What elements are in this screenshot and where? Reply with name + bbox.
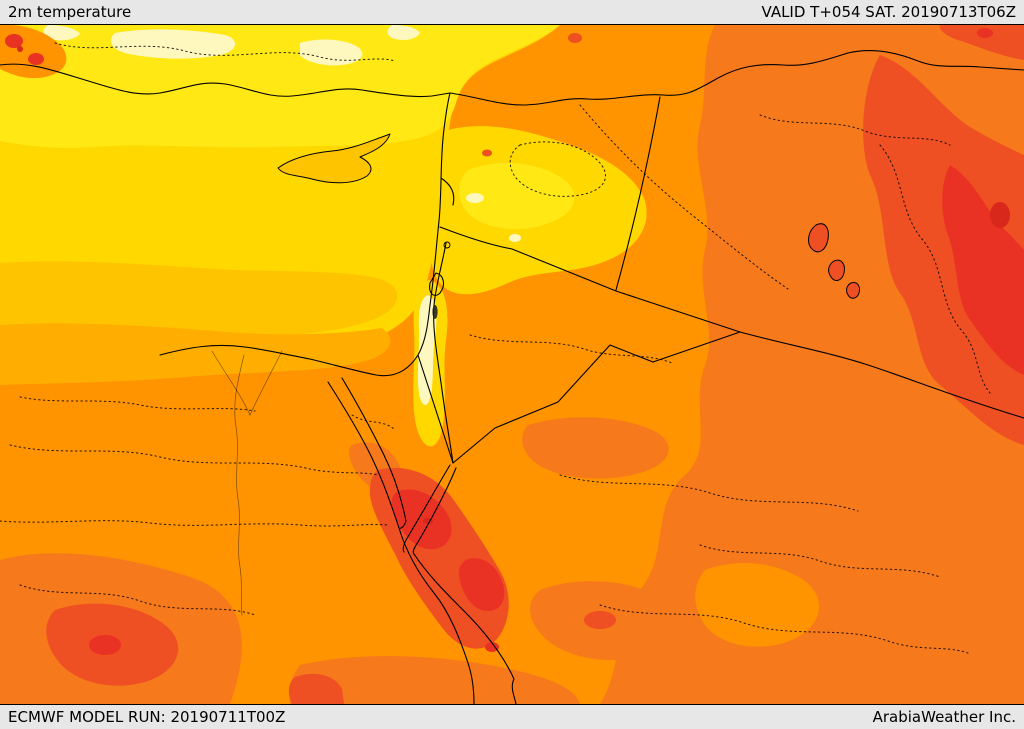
temperature-fill-layers (0, 25, 1024, 704)
sea-of-galilee (443, 241, 451, 249)
region-redsea-red-spot-small (485, 642, 499, 652)
jordan-saudi-border (452, 331, 741, 464)
valid-time-label: VALID T+054 SAT. 20190713T06Z (761, 3, 1016, 21)
jordan-iraq-border (615, 290, 741, 333)
nile-delta-branch-west (211, 350, 251, 416)
lake-habbaniyah (828, 259, 845, 281)
dotted-euphrates (579, 104, 789, 290)
region-anatolia-cream-4 (43, 25, 80, 41)
region-bottom-orange-red-spot (288, 673, 344, 704)
header-bar: 2m temperature VALID T+054 SAT. 20190713… (0, 0, 1024, 25)
region-top-right-red-spot (977, 28, 993, 38)
region-nw-anatolia-red-2 (28, 53, 44, 65)
region-anatolia-cream-1 (111, 29, 236, 59)
region-nw-anatolia-red-1 (5, 34, 23, 48)
dotted-jordan-saudi (469, 334, 673, 364)
region-nw-anatolia-dark-red (17, 46, 23, 52)
dotted-saudi-mid (559, 474, 859, 512)
region-east-dark-red-spot (990, 202, 1010, 228)
dotted-egypt-long (0, 520, 389, 527)
map-title: 2m temperature (8, 3, 132, 21)
lake-tharthar (808, 223, 829, 253)
dotted-east-iraq (879, 144, 991, 394)
region-sesaudi-orange-patch (695, 563, 820, 647)
region-syria-cream-spot-1 (466, 193, 484, 203)
redsea-saudi-coast (413, 553, 517, 704)
region-syria-cream-spot-2 (509, 234, 521, 242)
region-top-right-orange-red (939, 25, 1024, 60)
turkey-syria-iraq-border (449, 50, 1024, 106)
region-syria-red-dot-lake (482, 149, 492, 157)
dotted-anatolia (54, 42, 396, 62)
syria-iraq-border (615, 96, 661, 291)
gulf-of-suez-east-shore (341, 377, 407, 529)
credit-label: ArabiaWeather Inc. (872, 708, 1016, 726)
region-csaudi-orange-red-spot (584, 611, 616, 629)
region-rift-cream-sliver (417, 295, 437, 405)
region-coastal-amber-band (0, 323, 391, 385)
region-anatolia-cream-2 (300, 39, 363, 66)
region-bottom-deep-orange (289, 656, 580, 704)
lake-razzaza (846, 282, 860, 299)
gulf-of-aqaba-west-shore (402, 464, 451, 553)
nile-delta-branch-east (249, 350, 283, 416)
region-syria-bright-core (459, 163, 575, 230)
region-southwest-red-spot (89, 635, 121, 655)
dotted-saudi-south (599, 604, 969, 654)
west-bank-outline (429, 272, 445, 296)
gulf-of-suez-west-shore (327, 381, 400, 529)
footer-bar: ECMWF MODEL RUN: 20190711T00Z ArabiaWeat… (0, 704, 1024, 729)
lebanon-border (440, 177, 455, 206)
iraq-saudi-border (739, 331, 1024, 419)
model-run-label: ECMWF MODEL RUN: 20190711T00Z (8, 708, 286, 726)
dotted-contour-lines (0, 42, 991, 654)
dotted-sinai (351, 414, 395, 430)
coast-and-border-lines (0, 50, 1024, 704)
region-syria-red-dot-north (568, 33, 582, 43)
nile-river (234, 354, 245, 616)
dead-sea (432, 305, 438, 319)
cyprus-island (277, 133, 391, 184)
syria-jordan-border (439, 226, 617, 292)
weather-map (0, 25, 1024, 704)
dotted-southeast (699, 544, 941, 578)
jordan-rift-border (433, 242, 454, 464)
dotted-egypt-mid (9, 444, 379, 476)
region-east-red-core (942, 165, 1024, 375)
redsea-egypt-coast (398, 527, 475, 704)
region-redsea-red-core-south (458, 558, 505, 611)
turkey-south-coastline (0, 63, 451, 98)
gulf-of-aqaba-east-shore (412, 467, 457, 555)
region-redsea-red-core-north (391, 489, 452, 550)
temperature-map-canvas (0, 25, 1024, 704)
region-east-orange-red-core (863, 55, 1024, 445)
dotted-syria-desert-loop (509, 141, 606, 197)
israel-egypt-border (417, 354, 454, 464)
region-nsaudi-deep-orange (522, 417, 669, 479)
region-anatolia-cream-3 (387, 25, 420, 41)
dotted-southwest (19, 584, 256, 616)
